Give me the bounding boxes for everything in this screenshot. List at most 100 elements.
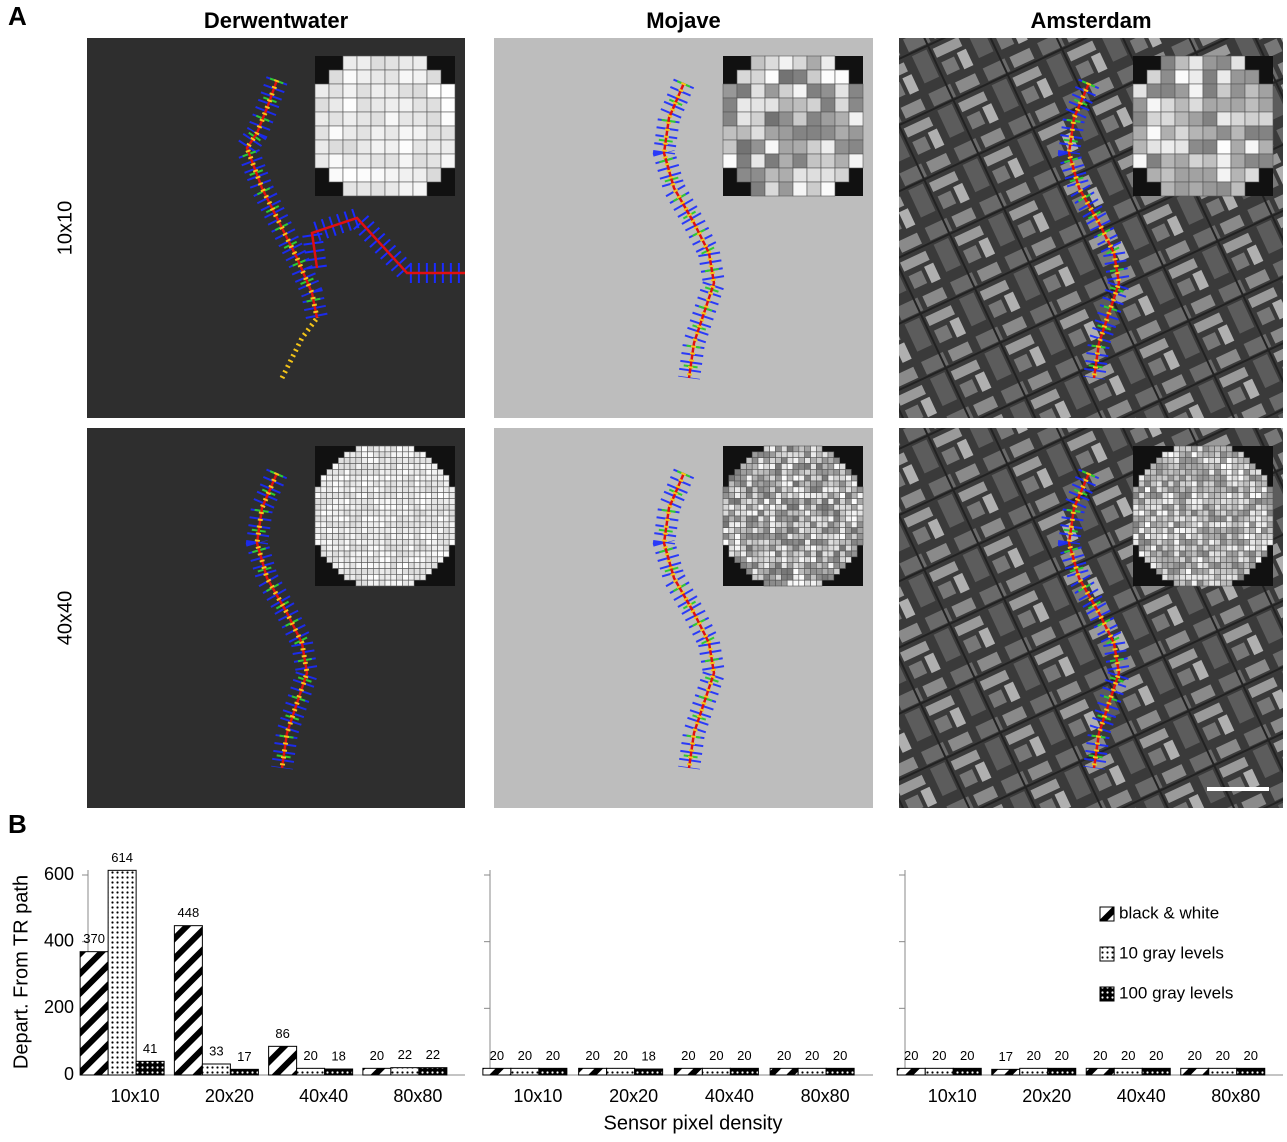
inset-pixel	[1162, 569, 1168, 575]
inset-pixel	[426, 487, 432, 493]
inset-pixel	[1221, 481, 1227, 487]
inset-pixel	[1215, 539, 1221, 545]
inset-pixel	[391, 475, 397, 481]
inset-pixel	[764, 510, 770, 516]
inset-pixel	[741, 510, 747, 516]
inset-pixel	[735, 516, 741, 522]
inset-pixel	[1156, 458, 1162, 464]
inset-pixel	[397, 464, 403, 470]
inset-pixel	[1186, 487, 1192, 493]
inset-pixel	[822, 469, 828, 475]
inset-pixel	[849, 140, 863, 154]
inset-pixel	[776, 464, 782, 470]
inset-pixel	[1147, 70, 1161, 84]
inset-pixel	[1162, 499, 1168, 505]
inset-pixel	[781, 487, 787, 493]
inset-pixel	[420, 493, 426, 499]
inset-pixel	[1256, 516, 1262, 522]
inset-pixel	[737, 112, 751, 126]
inset-pixel	[1156, 528, 1162, 534]
inset-pixel	[816, 522, 822, 528]
inset-pixel	[764, 458, 770, 464]
inset-pixel	[770, 464, 776, 470]
inset-pixel	[371, 126, 385, 140]
inset-pixel	[1139, 516, 1145, 522]
inset-pixel	[746, 539, 752, 545]
inset-pixel	[350, 545, 356, 551]
y-axis-title: Depart. From TR path	[10, 875, 32, 1069]
bar	[798, 1068, 826, 1075]
inset-pixel	[329, 154, 343, 168]
inset-pixel	[746, 510, 752, 516]
inset-pixel	[840, 510, 846, 516]
inset-pixel	[793, 551, 799, 557]
inset-pixel	[793, 154, 807, 168]
inset-pixel	[1145, 499, 1151, 505]
inset-pixel	[1215, 580, 1221, 586]
legend-label: black & white	[1119, 903, 1219, 922]
inset-pixel	[851, 487, 857, 493]
inset-pixel	[805, 534, 811, 540]
inset-pixel	[1197, 504, 1203, 510]
inset-pixel	[368, 580, 374, 586]
inset-pixel	[1191, 574, 1197, 580]
inset-pixel	[356, 551, 362, 557]
inset-pixel	[397, 557, 403, 563]
inset-pixel	[338, 557, 344, 563]
inset-pixel	[327, 510, 333, 516]
inset-pixel	[1186, 464, 1192, 470]
inset-pixel	[350, 481, 356, 487]
inset-pixel	[379, 475, 385, 481]
inset-pixel	[776, 504, 782, 510]
inset-pixel	[752, 574, 758, 580]
inset-pixel	[1244, 481, 1250, 487]
inset-pixel	[1139, 551, 1145, 557]
inset-pixel	[1232, 563, 1238, 569]
inset-pixel	[840, 493, 846, 499]
inset-pixel	[1174, 464, 1180, 470]
bar	[1020, 1068, 1048, 1075]
inset-pixel	[391, 574, 397, 580]
inset-pixel	[751, 98, 765, 112]
x-tick-label: 80x80	[801, 1086, 850, 1106]
inset-pixel	[449, 534, 455, 540]
image-tile	[494, 428, 873, 808]
inset-pixel	[816, 528, 822, 534]
inset-pixel	[1221, 487, 1227, 493]
bar	[1086, 1068, 1114, 1075]
inset-pixel	[350, 534, 356, 540]
inset-pixel	[373, 481, 379, 487]
inset-pixel	[735, 469, 741, 475]
inset-pixel	[333, 539, 339, 545]
inset-pixel	[449, 493, 455, 499]
inset-pixel	[338, 475, 344, 481]
inset-pixel	[821, 140, 835, 154]
inset-pixel	[356, 481, 362, 487]
inset-pixel	[765, 140, 779, 154]
inset-pixel	[1267, 510, 1273, 516]
inset-pixel	[1215, 504, 1221, 510]
inset-pixel	[1162, 452, 1168, 458]
inset-pixel	[1203, 557, 1209, 563]
inset-pixel	[368, 464, 374, 470]
inset-pixel	[1145, 522, 1151, 528]
inset-pixel	[420, 574, 426, 580]
inset-pixel	[321, 510, 327, 516]
inset-pixel	[414, 516, 420, 522]
inset-pixel	[426, 464, 432, 470]
value-label: 20	[709, 1048, 723, 1063]
inset-pixel	[1221, 563, 1227, 569]
inset-pixel	[379, 452, 385, 458]
inset-pixel	[1186, 493, 1192, 499]
inset-pixel	[834, 487, 840, 493]
inset-pixel	[1221, 551, 1227, 557]
inset-pixel	[373, 557, 379, 563]
inset-pixel	[1226, 475, 1232, 481]
inset-pixel	[344, 551, 350, 557]
inset-pixel	[781, 580, 787, 586]
inset-pixel	[758, 469, 764, 475]
inset-pixel	[438, 522, 444, 528]
inset-pixel	[432, 499, 438, 505]
inset-pixel	[408, 580, 414, 586]
inset-pixel	[828, 534, 834, 540]
